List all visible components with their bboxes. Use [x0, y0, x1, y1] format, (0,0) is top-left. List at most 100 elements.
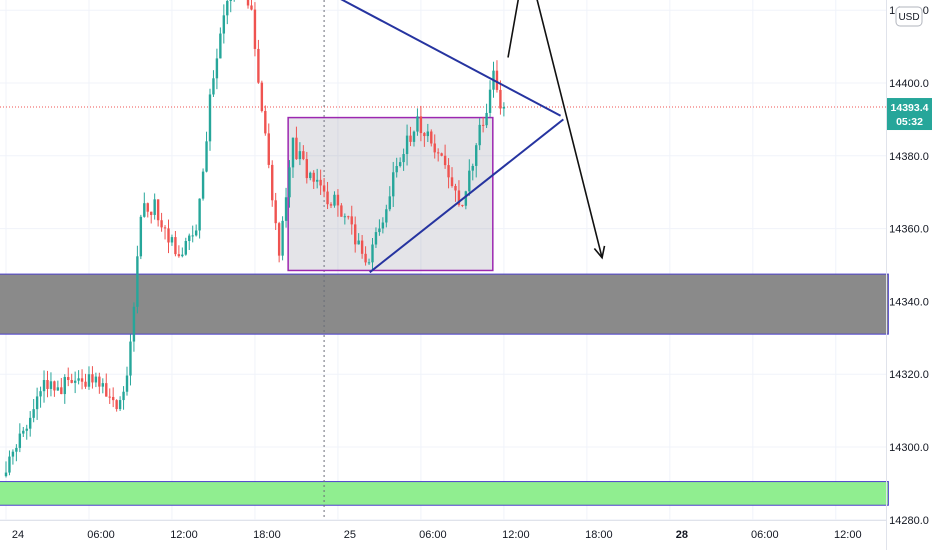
candle-body — [305, 159, 309, 179]
candle-body — [226, 0, 229, 16]
candle-body — [253, 9, 257, 49]
candle-body — [201, 171, 205, 199]
price-tick-label: 14360.0 — [889, 224, 929, 236]
candle-body — [298, 151, 302, 160]
candle-body — [56, 387, 60, 391]
price-tick-label: 14380.0 — [889, 151, 929, 163]
candle-body — [122, 391, 125, 401]
candle-body — [302, 151, 305, 160]
candle-body — [63, 377, 66, 395]
candle-body — [139, 216, 143, 257]
price-tags: 14433.7O A H14393.405:32 — [887, 98, 932, 131]
candle-body — [108, 396, 111, 398]
candle-body — [385, 209, 388, 223]
candle-body — [70, 379, 73, 383]
candle-body — [461, 204, 464, 206]
time-tick-label: 25 — [344, 529, 356, 541]
candle-body — [264, 110, 267, 134]
candle-body — [146, 203, 149, 212]
candle-body — [111, 396, 115, 401]
ascending-trendline — [369, 118, 564, 274]
candle-body — [170, 237, 174, 243]
candle-body — [395, 165, 398, 173]
candle-body — [284, 197, 288, 221]
candle-body — [367, 262, 371, 264]
candle-body — [291, 137, 295, 168]
candle-body — [450, 177, 454, 186]
candle-body — [229, 0, 232, 1]
candle-body — [392, 172, 395, 197]
candle-body — [277, 223, 281, 256]
candle-body — [364, 253, 367, 263]
candle-body — [87, 374, 91, 387]
candle-body — [143, 203, 146, 217]
candle-body — [67, 377, 70, 380]
candle-body — [257, 48, 260, 83]
candle-body — [84, 381, 87, 387]
candle-body — [371, 244, 374, 263]
candle-body — [11, 451, 15, 457]
candle-body — [4, 472, 8, 477]
candle-body — [153, 199, 156, 215]
candle-body — [433, 143, 436, 153]
price-tick-label: 14400.0 — [889, 78, 929, 90]
candle-body — [184, 241, 187, 255]
candle-body — [181, 254, 184, 257]
candle-body — [398, 162, 402, 166]
candle-body — [288, 167, 291, 198]
descending-trendline — [340, 0, 562, 117]
candle-body — [80, 378, 84, 382]
candle-body — [35, 396, 39, 410]
time-tick-label: 12:00 — [834, 529, 862, 541]
candles — [4, 0, 506, 478]
range-box — [287, 116, 494, 272]
price-tick-label: 14300.0 — [889, 442, 929, 454]
candle-body — [94, 376, 98, 383]
currency-label: USD — [898, 12, 919, 23]
candle-body — [333, 194, 336, 206]
candle-body — [374, 232, 378, 245]
candle-body — [98, 376, 101, 387]
time-tick-label: 12:00 — [170, 529, 198, 541]
candle-body — [250, 5, 253, 10]
time-axis[interactable]: 24 06:00 12:00 18:00 25 06:00 12:00 18:00 28 06:0… — [0, 520, 886, 542]
time-tick-label: 12:00 — [502, 529, 530, 541]
candle-body — [15, 447, 18, 452]
candle-body — [46, 380, 49, 389]
last-price-tag — [887, 98, 932, 131]
candle-body — [409, 135, 412, 142]
candle-body — [118, 400, 122, 410]
candle-body — [499, 89, 502, 109]
candle-body — [495, 70, 499, 90]
candle-body — [502, 107, 506, 109]
candle-body — [8, 456, 11, 473]
currency-button[interactable]: USD — [895, 6, 923, 27]
candle-body — [167, 228, 170, 243]
time-tick-label: 18:00 — [253, 529, 281, 541]
candle-body — [129, 341, 132, 376]
candle-body — [53, 381, 56, 391]
candle-body — [18, 433, 22, 448]
candle-body — [73, 380, 77, 383]
candle-body — [188, 235, 191, 242]
candle-body — [77, 378, 80, 381]
drawings[interactable] — [245, 0, 606, 274]
candle-body — [357, 240, 360, 245]
zones[interactable] — [0, 0, 889, 520]
candle-body — [412, 131, 416, 142]
candle-body — [29, 417, 32, 429]
candle-body — [260, 82, 264, 111]
candle-body — [405, 135, 409, 155]
last-price-tag-label: 14393.4 — [891, 102, 929, 114]
candle-body — [246, 0, 250, 6]
candle-body — [42, 380, 46, 392]
candle-body — [388, 196, 391, 210]
price-axis[interactable]: 14280.0 14300.0 14320.0 14340.0 14360.0 14380… — [886, 0, 929, 550]
candle-body — [322, 185, 326, 192]
projection-path — [507, 0, 603, 258]
support-zone — [0, 273, 889, 335]
candle-body — [191, 235, 194, 237]
candle-body — [360, 240, 364, 254]
chart-background — [0, 0, 886, 520]
